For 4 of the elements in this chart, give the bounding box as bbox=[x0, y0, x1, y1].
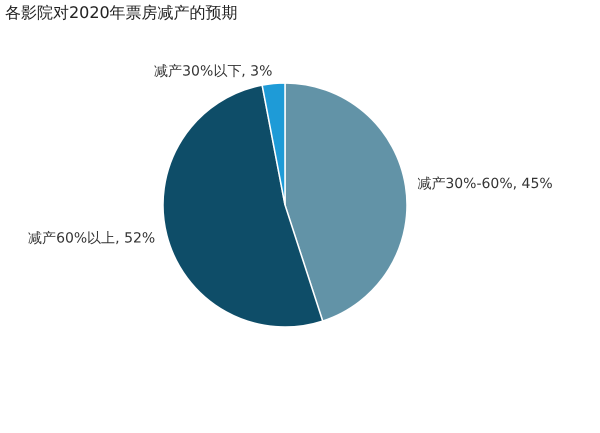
chart-title: 各影院对2020年票房减产的预期 bbox=[5, 3, 238, 22]
slice-label: 减产30%以下, 3% bbox=[154, 64, 272, 80]
slice-label: 减产30%-60%, 45% bbox=[417, 176, 553, 192]
slice-label: 减产60%以上, 52% bbox=[28, 230, 156, 246]
